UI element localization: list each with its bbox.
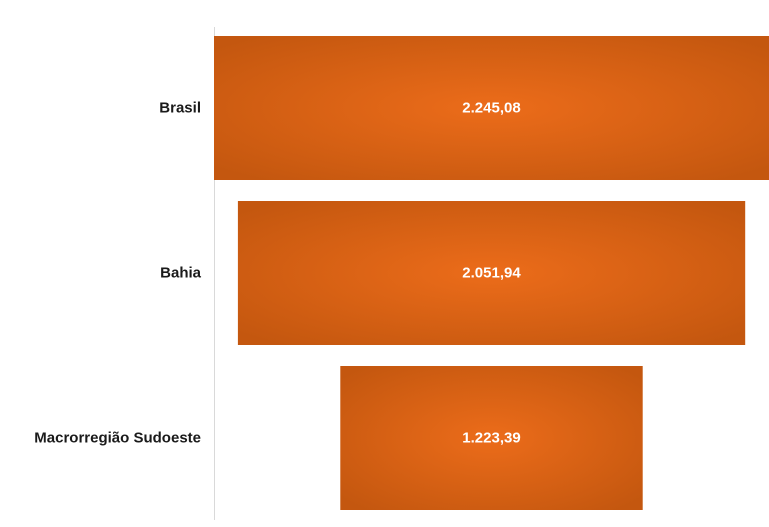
funnel-bar-bahia — [237, 201, 746, 345]
funnel-bar-brasil — [214, 36, 769, 180]
data-label-brasil: 2.245,08 — [462, 100, 520, 117]
data-label-macrorregiao-sudoeste: 1.223,39 — [462, 430, 520, 447]
category-label-brasil: Brasil — [159, 100, 201, 117]
category-label-bahia: Bahia — [160, 265, 202, 282]
category-label-macrorregiao-sudoeste: Macrorregião Sudoeste — [34, 430, 201, 447]
data-label-bahia: 2.051,94 — [462, 265, 521, 282]
funnel-bar-macrorregiao-sudoeste — [340, 366, 643, 510]
